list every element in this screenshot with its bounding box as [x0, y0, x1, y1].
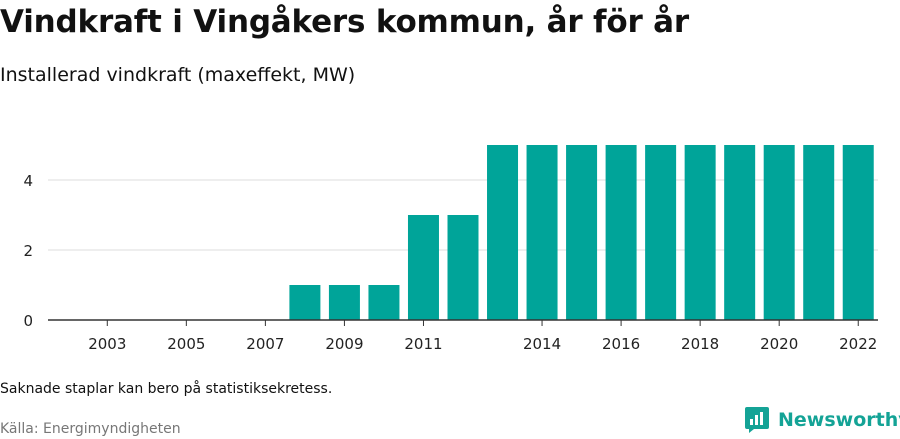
source-credit: Källa: Energimyndigheten — [0, 421, 181, 437]
bar-2014 — [526, 145, 558, 320]
bar-2011 — [407, 215, 439, 320]
bar-2017 — [645, 145, 677, 320]
chart-bubble-icon — [745, 407, 769, 433]
bar-2010 — [368, 285, 400, 320]
x-tick-label: 2014 — [523, 335, 561, 353]
x-tick-label: 2005 — [167, 335, 205, 353]
x-tick-label: 2018 — [681, 335, 719, 353]
bar-2009 — [328, 285, 360, 320]
bar-2013 — [487, 145, 519, 320]
bar-2016 — [605, 145, 637, 320]
bar-2020 — [763, 145, 795, 320]
bar-2021 — [803, 145, 835, 320]
x-tick-label: 2003 — [88, 335, 126, 353]
bar-2008 — [289, 285, 321, 320]
bar-chart: 0 2 4 2003 2005 2007 2009 2011 2014 2016 2018 2020 2… — [23, 145, 878, 353]
bar-2019 — [724, 145, 756, 320]
x-tick-label: 2011 — [404, 335, 442, 353]
chart-subtitle: Installerad vindkraft (maxeffekt, MW) — [0, 64, 356, 86]
bar-2012 — [447, 215, 479, 320]
y-tick-label: 0 — [23, 312, 33, 330]
chart-title: Vindkraft i Vingåkers kommun, år för år — [0, 4, 689, 40]
y-tick-label: 4 — [23, 172, 33, 190]
bars — [289, 145, 874, 320]
x-tick-label: 2007 — [246, 335, 284, 353]
x-tick-label: 2022 — [839, 335, 877, 353]
bar-2015 — [566, 145, 598, 320]
brand-name: Newsworthy — [778, 409, 900, 431]
x-tick-label: 2016 — [602, 335, 640, 353]
newsworthy-logo: Newsworthy — [744, 406, 900, 434]
y-tick-label: 2 — [23, 242, 33, 260]
bar-2018 — [684, 145, 716, 320]
axes: 0 2 4 2003 2005 2007 2009 2011 2014 2016 2018 2020 2… — [23, 172, 878, 353]
footnote: Saknade staplar kan bero på statistiksek… — [0, 381, 333, 397]
x-tick-label: 2009 — [325, 335, 363, 353]
x-tick-label: 2020 — [760, 335, 798, 353]
bar-2022 — [842, 145, 874, 320]
